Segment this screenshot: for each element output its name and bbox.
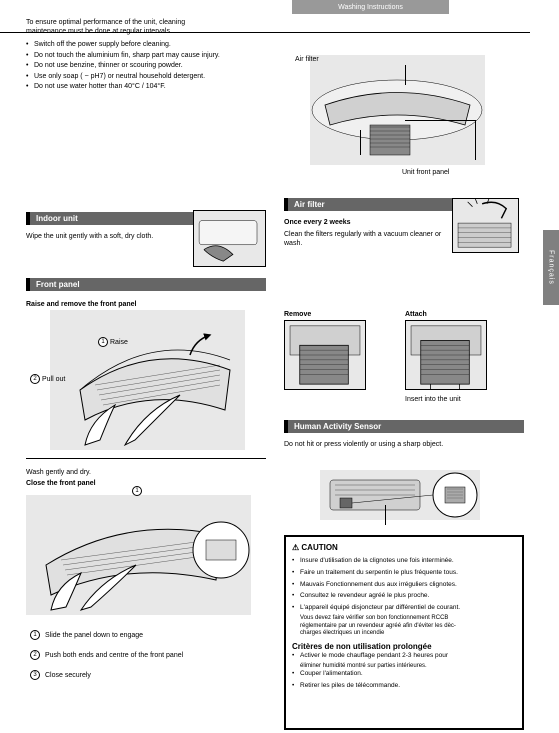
label-line [405,120,475,121]
section-title: Front panel [36,280,80,289]
intro-text: To ensure optimal performance of the uni… [26,18,266,36]
ac-unit-main-illustration [310,55,485,165]
remove-label: Remove [284,310,311,319]
caution-subsection-title: Critères de non utilisation prolongée [292,642,516,651]
intro-line1: To ensure optimal performance of the uni… [26,19,185,26]
step-2-marker: 2 [30,374,40,384]
vacuum-filter-illustration [452,198,519,253]
label-unit-front: Unit front panel [402,168,449,177]
label-air-filter-top: Air filter [295,55,319,64]
caution-list: Insure d'utilisation de la clignotes une… [292,556,516,613]
human-sensor-illustration [320,470,480,520]
sensor-label-line [385,505,386,525]
attach-filter-illustration [405,320,487,390]
section-title: Indoor unit [36,214,78,223]
caution-item: L'appareìl équipé disjoncteur par différ… [292,603,516,613]
close-desc-a: Slide the panel down to engage [45,631,245,640]
attach-label: Attach [405,310,427,319]
bullet-item: Do not touch the aluminium fin, sharp pa… [26,51,266,62]
once-two-weeks: Once every 2 weeks [284,218,351,227]
close-step-b: 2 [30,650,40,660]
raise-remove-label: Raise and remove the front panel [26,300,136,309]
caution-sub: charges électriques un incendie [300,630,384,636]
wash-dry-label: Wash gently and dry. [26,468,91,477]
wipe-cloth-illustration [193,210,266,267]
caution-sub-item: Activer le mode chauffage pendant 2-3 he… [292,651,516,661]
label-line [405,65,406,85]
close-desc-c: Close securely [45,671,245,680]
close-step-1: 1 [132,486,142,496]
section-title: Air filter [294,200,325,209]
section-title: Human Activity Sensor [294,422,381,431]
caution-sub-item: Retirer les piles de télécommande. [292,681,516,691]
caution-title: ⚠ CAUTION [292,543,516,552]
close-desc-b: Push both ends and centre of the front p… [45,651,245,660]
label-line [360,130,361,155]
step1-text: Raise [110,338,190,347]
close-panel-label: Close the front panel [26,479,96,488]
insert-text: Insert into the unit [405,395,461,404]
section-indoor-unit: Indoor unit [26,212,193,225]
mid-divider [26,458,266,459]
top-bullet-list: Switch off the power supply before clean… [26,40,266,93]
section-front-panel: Front panel [26,278,266,291]
caution-sub-list: Activer le mode chauffage pendant 2-3 he… [292,651,516,661]
close-step-a: 1 [30,630,40,640]
caution-item: Consultez le revendeur agréé le plus pro… [292,591,516,601]
section-air-filter: Air filter [284,198,459,211]
caution-item: Insure d'utilisation de la clignotes une… [292,556,516,566]
vacuum-text: Clean the filters regularly with a vacuu… [284,230,444,248]
caution-item: Mauvais Fonctionnement dus aux irrégulie… [292,580,516,590]
label-line [475,120,476,160]
step-1-marker: 1 [98,337,108,347]
remove-filter-illustration [284,320,366,390]
top-divider [0,32,530,33]
bullet-item: Do not use benzine, thinner or scouring … [26,61,266,72]
bullet-item: Use only soap ( ~ pH7) or neutral househ… [26,72,266,83]
close-step-c: 3 [30,670,40,680]
caution-sub-list2: Couper l'alimentation. Retirer les piles… [292,669,516,691]
caution-item: Faire un traitement du serpentin le plus… [292,568,516,578]
indoor-unit-desc: Wipe the unit gently with a soft, dry cl… [26,232,181,241]
caution-sub-item: Couper l'alimentation. [292,669,516,679]
human-sensor-desc: Do not hit or press violently or using a… [284,440,514,449]
caution-sub: Vous devez faire vérifier son bon foncti… [300,615,448,621]
side-language-tab: Français [543,230,559,305]
bullet-item: Switch off the power supply before clean… [26,40,266,51]
caution-box: ⚠ CAUTION Insure d'utilisation de la cli… [284,535,524,730]
header-washing-tab: Washing Instructions [292,0,449,14]
caution-sub: réglementaire par un revendeur agréé afi… [300,623,456,629]
step2-text: Pull out [42,375,102,384]
close-panel-illustration [26,495,251,615]
section-human-sensor: Human Activity Sensor [284,420,524,433]
bullet-item: Do not use water hotter than 40°C / 104°… [26,82,266,93]
